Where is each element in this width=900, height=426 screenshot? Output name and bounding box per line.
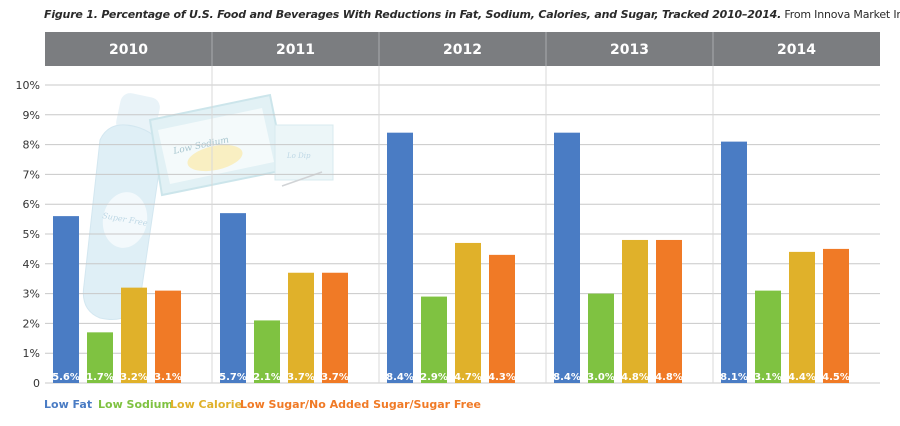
bar-label-low-sodium-2011: 2.1% [253,372,281,383]
bar-low-sugar-2013 [656,239,682,383]
year-header-2011: 2011 [276,42,315,58]
bar-label-low-sugar-2011: 3.7% [321,372,349,383]
year-header-bar [45,32,880,66]
figure-source: From Innova Market Insights [784,8,900,21]
group-separators [211,32,714,383]
figure-title: Figure 1. Percentage of U.S. Food and Be… [44,8,782,21]
y-tick-label: 6% [23,198,40,211]
bar-low-fat-2014 [721,141,747,383]
bar-label-low-sodium-2013: 3.0% [587,372,615,383]
bar-label-low-calorie-2012: 4.7% [454,372,482,383]
bar-low-fat-2012 [387,132,413,383]
bar-low-calorie-2014 [789,251,815,383]
bar-label-low-sodium-2014: 3.1% [754,372,782,383]
bar-label-low-fat-2013: 8.4% [553,372,581,383]
bar-label-low-sodium-2010: 1.7% [86,372,114,383]
year-headers: 2010 2011 2012 2013 2014 [45,32,880,66]
y-tick-label: 2% [23,317,40,330]
bar-label-low-fat-2011: 5.7% [219,372,247,383]
legend-item-low-sodium: Low Sodium [98,398,173,411]
bar-label-low-calorie-2014: 4.4% [788,372,816,383]
bar-low-sugar-2014 [823,248,849,383]
year-header-2013: 2013 [610,42,649,58]
bar-low-sodium-2010 [87,332,113,383]
bar-label-low-sugar-2014: 4.5% [822,372,850,383]
y-tick-label: 0 [33,377,40,390]
bar-label-low-sugar-2010: 3.1% [154,372,182,383]
small-box-illustration: Lo Dip [274,124,334,187]
legend-item-low-fat: Low Fat [44,398,93,411]
bar-low-sodium-2014 [755,290,781,383]
y-tick-label: 8% [23,139,40,152]
y-tick-label: 10% [16,79,40,92]
y-tick-label: 5% [23,228,40,241]
legend-item-low-calorie: Low Calorie [170,398,243,411]
bar-low-calorie-2013 [622,239,648,383]
y-axis: 0 1% 2% 3% 4% 5% 6% 7% 8% 9% 10% [16,79,40,390]
year-header-2012: 2012 [443,42,482,58]
bar-label-low-calorie-2011: 3.7% [287,372,315,383]
bar-low-fat-2010 [53,216,79,383]
y-tick-label: 4% [23,258,40,271]
bar-low-sugar-2010 [155,290,181,383]
bar-label-low-sodium-2012: 2.9% [420,372,448,383]
bar-low-sugar-2011 [322,272,348,383]
y-tick-label: 9% [23,109,40,122]
bar-low-calorie-2010 [121,287,147,383]
bar-labels: 5.6% 1.7% 3.2% 3.1% 5.7% 2.1% 3.7% 3.7% 8.4% 2.9%… [52,372,850,383]
bar-low-calorie-2011 [288,272,314,383]
bar-low-sodium-2011 [254,320,280,383]
y-tick-label: 3% [23,288,40,301]
bar-label-low-calorie-2010: 3.2% [120,372,148,383]
y-tick-label: 7% [23,168,40,181]
figure-caption: Figure 1. Percentage of U.S. Food and Be… [44,8,900,21]
bar-low-sodium-2013 [588,293,614,383]
bar-low-sodium-2012 [421,296,447,383]
small-box-label: Lo Dip [286,152,311,160]
year-header-2014: 2014 [777,42,816,58]
bar-low-calorie-2012 [455,242,481,383]
bar-label-low-fat-2010: 5.6% [52,372,80,383]
bar-low-sugar-2012 [489,254,515,383]
bar-label-low-calorie-2013: 4.8% [621,372,649,383]
bar-low-fat-2011 [220,213,246,383]
bar-low-fat-2013 [554,132,580,383]
bar-label-low-sugar-2012: 4.3% [488,372,516,383]
legend-item-low-sugar: Low Sugar/No Added Sugar/Sugar Free [240,398,482,411]
bar-label-low-sugar-2013: 4.8% [655,372,683,383]
bar-label-low-fat-2012: 8.4% [386,372,414,383]
year-header-2010: 2010 [109,42,148,58]
bar-label-low-fat-2014: 8.1% [720,372,748,383]
y-tick-label: 1% [23,347,40,360]
bars [53,132,849,383]
